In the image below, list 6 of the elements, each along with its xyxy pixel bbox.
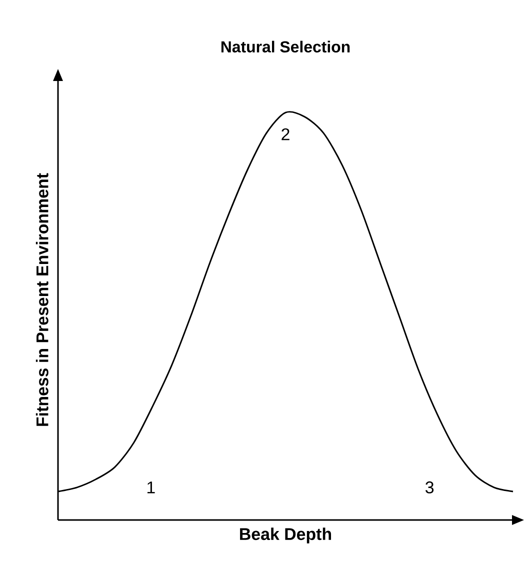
y-axis-title: Fitness in Present Environment bbox=[36, 173, 48, 426]
x-axis-title: Beak Depth bbox=[240, 528, 332, 544]
chart-title: Natural Selection bbox=[221, 40, 350, 52]
annotation: 3 bbox=[426, 481, 434, 494]
annotation: 1 bbox=[147, 482, 155, 494]
annotation: 2 bbox=[282, 128, 290, 140]
